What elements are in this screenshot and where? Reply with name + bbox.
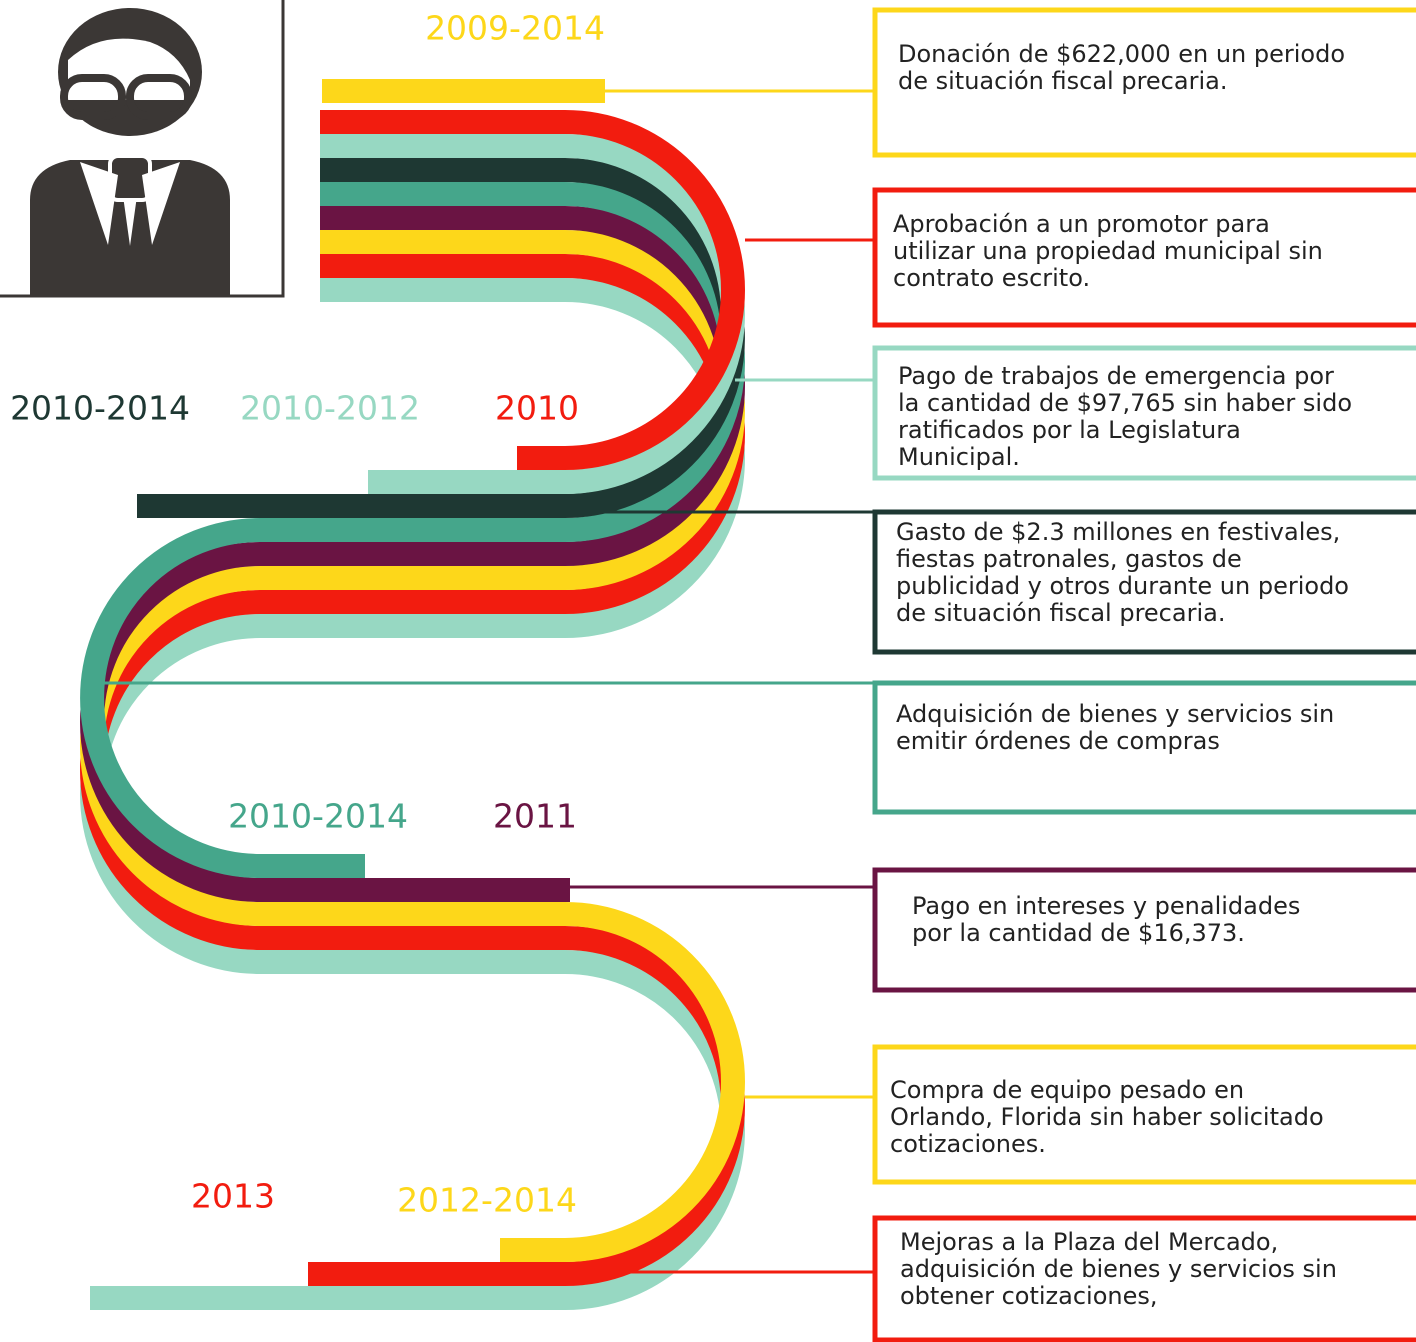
period-label: 2013 — [191, 1177, 275, 1216]
connector — [745, 1097, 875, 1115]
note-text: ratificados por la Legislatura — [898, 416, 1241, 444]
period-label: 2010-2014 — [228, 797, 408, 836]
note-text: Mejoras a la Plaza del Mercado, — [900, 1228, 1278, 1256]
note-text: de situación fiscal precaria. — [898, 67, 1227, 95]
note-text: Orlando, Florida sin haber solicitado — [890, 1103, 1324, 1131]
note-text: Donación de $622,000 en un periodo — [898, 40, 1345, 68]
note-text: de situación fiscal precaria. — [896, 599, 1225, 627]
note-text: Adquisición de bienes y servicios sin — [896, 700, 1334, 728]
period-label: 2009-2014 — [425, 9, 605, 48]
note-text: publicidad y otros durante un periodo — [896, 572, 1349, 600]
period-label: 2010-2012 — [240, 389, 420, 428]
infographic: 2009-2014 2010 2010-2012 2010-2014 2010-2014… — [0, 0, 1416, 1342]
connector — [100, 683, 875, 748]
note-text: Pago en intereses y penalidades — [912, 892, 1300, 920]
note-text: la cantidad de $97,765 sin haber sido — [898, 389, 1352, 417]
note-text: obtener cotizaciones, — [900, 1282, 1157, 1310]
note-text: Gasto de $2.3 millones en festivales, — [896, 518, 1340, 546]
note-text: Municipal. — [898, 443, 1020, 471]
note-text: emitir órdenes de compras — [896, 727, 1220, 755]
person-icon — [0, 0, 283, 296]
page: {"timeline": [ {"period": "2009-2014", "… — [0, 0, 1416, 1342]
note-text: fiestas patronales, gastos de — [896, 545, 1242, 573]
period-label: 2012-2014 — [397, 1181, 577, 1220]
note-text: Compra de equipo pesado en — [890, 1076, 1244, 1104]
note-text: contrato escrito. — [893, 264, 1090, 292]
note-text: utilizar una propiedad municipal sin — [893, 237, 1323, 265]
period-label: 2011 — [493, 797, 577, 836]
note-text: cotizaciones. — [890, 1130, 1046, 1158]
connector — [605, 83, 875, 92]
connector — [735, 380, 875, 413]
period-label: 2010-2014 — [10, 389, 190, 428]
note-text: Pago de trabajos de emergencia por — [898, 362, 1334, 390]
note-text: por la cantidad de $16,373. — [912, 919, 1245, 947]
period-label: 2010 — [495, 389, 579, 428]
connector — [745, 240, 875, 258]
note-text: adquisición de bienes y servicios sin — [900, 1255, 1337, 1283]
note-text: Aprobación a un promotor para — [893, 210, 1270, 238]
